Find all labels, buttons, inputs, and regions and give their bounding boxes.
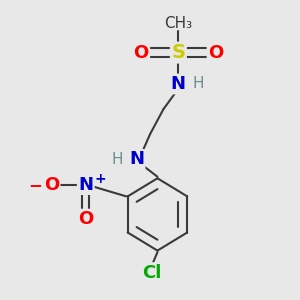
Text: S: S — [171, 43, 185, 62]
Text: H: H — [111, 152, 123, 167]
Text: O: O — [78, 210, 93, 228]
Text: −: − — [29, 176, 43, 194]
Text: N: N — [129, 150, 144, 168]
Text: Cl: Cl — [142, 264, 161, 282]
Text: O: O — [134, 44, 149, 62]
Text: N: N — [78, 176, 93, 194]
Text: O: O — [44, 176, 59, 194]
Text: O: O — [208, 44, 223, 62]
Text: CH₃: CH₃ — [164, 16, 192, 31]
Text: N: N — [171, 75, 186, 93]
Text: +: + — [94, 172, 106, 186]
Text: H: H — [193, 76, 204, 92]
